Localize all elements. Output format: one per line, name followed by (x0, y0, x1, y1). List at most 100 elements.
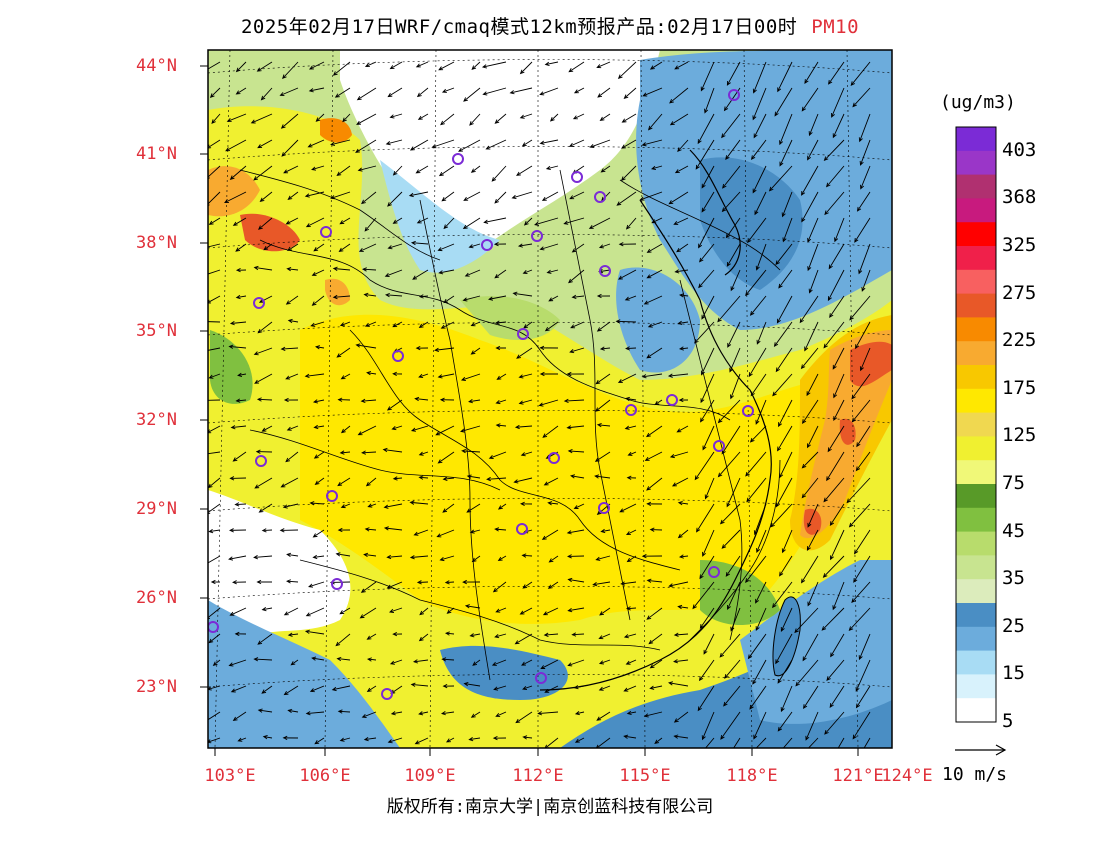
wind-vector-arrow (208, 269, 221, 277)
lat-label-38n: 38°N (136, 233, 177, 253)
wind-vector-arrow (753, 113, 767, 139)
wind-vector-arrow (625, 529, 637, 535)
wind-vector-arrow (304, 191, 325, 198)
wind-vector-arrow (522, 685, 533, 691)
wind-vector-arrow (539, 87, 559, 96)
wind-vector-arrow (387, 243, 403, 250)
wind-vector-arrow (496, 373, 507, 380)
wind-vector-arrow (567, 554, 585, 559)
city-station-marker (625, 404, 637, 416)
wind-vector-arrow (539, 139, 559, 145)
wind-vector-arrow (730, 607, 741, 632)
wind-vector-field (208, 61, 871, 748)
wind-vector-arrow (674, 61, 689, 70)
wind-vector-arrow (366, 657, 377, 662)
wind-vector-arrow (279, 528, 299, 533)
wind-vector-arrow (366, 371, 377, 376)
wind-vector-arrow (646, 477, 663, 491)
city-station-marker (713, 440, 725, 452)
wind-vector-arrow (854, 217, 871, 243)
wind-vector-arrow (482, 87, 507, 96)
wind-vector-arrow (777, 659, 793, 684)
wind-vector-arrow (674, 165, 689, 174)
wind-vector-arrow (464, 604, 481, 609)
wind-vector-arrow (721, 113, 741, 139)
wind-vector-arrow (497, 503, 507, 510)
wind-vector-arrow (463, 681, 481, 687)
city-station-marker (255, 455, 267, 467)
wind-vector-arrow (647, 321, 663, 328)
wind-vector-arrow (654, 737, 663, 745)
wind-vector-arrow (651, 165, 663, 170)
wind-vector-arrow (849, 295, 871, 321)
wind-vector-arrow (469, 529, 481, 534)
wind-vector-arrow (413, 529, 429, 536)
wind-vector-arrow (283, 607, 299, 616)
wind-vector-arrow (782, 217, 793, 243)
wind-vector-arrow (229, 165, 247, 180)
colorbar-swatch (956, 127, 996, 152)
wind-vector-arrow (304, 629, 325, 635)
wind-vector-arrow (643, 295, 663, 305)
wind-reference-arrow (955, 744, 1007, 756)
wind-vector-arrow (620, 581, 637, 586)
wind-vector-arrow (234, 502, 247, 507)
wind-vector-arrow (257, 139, 273, 149)
wind-vector-arrow (305, 711, 325, 716)
colorbar-label: 35 (1002, 567, 1025, 590)
wind-vector-arrow (361, 191, 377, 205)
wind-vector-arrow (304, 373, 325, 378)
wind-vector-arrow (570, 474, 585, 479)
colorbar-swatch (956, 484, 996, 509)
wind-vector-arrow (208, 528, 221, 534)
wind-vector-arrow (253, 347, 273, 356)
wind-vector-arrow (495, 607, 507, 613)
wind-vector-arrow (495, 345, 507, 351)
wind-vector-arrow (362, 267, 377, 272)
wind-vector-arrow (460, 425, 481, 433)
wind-vector-arrow (522, 581, 533, 589)
colorbar (955, 126, 997, 723)
wind-vector-arrow (859, 139, 871, 166)
wind-vector-arrow (250, 113, 273, 124)
wind-vector-arrow (337, 477, 351, 487)
colorbar-swatch (956, 269, 996, 295)
map-title: 2025年02月17日WRF/cmaq模式12km预报产品:02月17日00时 P… (0, 12, 1100, 39)
wind-vector-arrow (434, 347, 455, 352)
wind-vector-arrow (620, 165, 637, 181)
wind-vector-arrow (775, 243, 793, 266)
wind-vector-arrow (649, 659, 663, 669)
colorbar-label: 325 (1002, 234, 1037, 256)
wind-vector-arrow (674, 269, 689, 274)
wind-vector-arrow (597, 87, 611, 98)
wind-vector-arrow (334, 87, 351, 98)
wind-vector-arrow (229, 321, 247, 326)
wind-vector-arrow (723, 685, 741, 707)
wind-vector-arrow (595, 373, 611, 385)
wind-vector-arrow (309, 685, 325, 693)
wind-vector-arrow (678, 554, 689, 559)
wind-vector-arrow (365, 477, 377, 487)
wind-vector-arrow (596, 293, 611, 299)
wind-vector-arrow (392, 631, 403, 637)
wind-vector-arrow (314, 477, 325, 485)
wind-vector-arrow (280, 346, 299, 351)
wind-vector-arrow (828, 243, 845, 270)
colorbar-swatch (956, 412, 996, 437)
wind-vector-arrow (858, 113, 871, 143)
wind-vector-arrow (541, 191, 559, 201)
wind-vector-arrow (312, 554, 325, 560)
wind-vector-arrow (698, 269, 715, 289)
city-station-marker (728, 89, 740, 101)
wind-vector-arrow (804, 321, 819, 352)
wind-vector-arrow (512, 291, 533, 297)
map-plot-area (208, 50, 892, 748)
wind-vector-arrow (726, 61, 741, 86)
wind-vector-arrow (357, 165, 377, 172)
wind-vector-arrow (850, 61, 871, 86)
wind-vector-arrow (859, 347, 871, 372)
city-station-marker (452, 153, 464, 165)
city-station-marker (326, 490, 338, 502)
wind-vector-arrow (702, 529, 715, 557)
